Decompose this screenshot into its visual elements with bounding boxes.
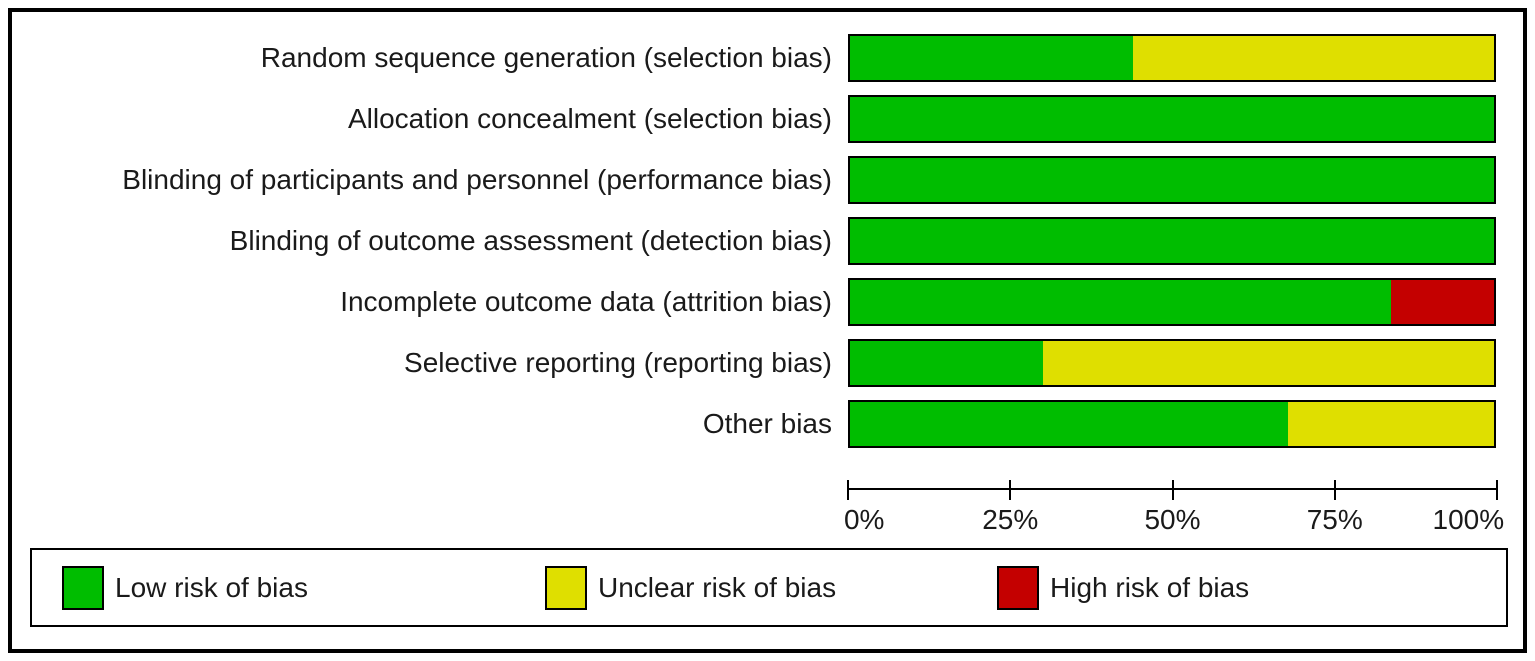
legend-label: High risk of bias bbox=[1050, 571, 1250, 603]
bar-segment-high-risk-of-bias bbox=[1390, 280, 1494, 324]
row-label: Allocation concealment (selection bias) bbox=[347, 102, 832, 134]
axis-tick bbox=[1171, 480, 1174, 500]
axis-tick bbox=[1496, 480, 1498, 500]
legend-swatch-icon bbox=[62, 565, 104, 610]
bar-segment-unclear-risk-of-bias bbox=[1133, 36, 1494, 80]
legend-label: Unclear risk of bias bbox=[598, 571, 837, 603]
row-label: Random sequence generation (selection bi… bbox=[260, 41, 832, 73]
stacked-bar bbox=[848, 217, 1496, 265]
row-label: Blinding of outcome assessment (detectio… bbox=[229, 224, 832, 256]
legend: Low risk of bias Unclear risk of bias High… bbox=[30, 548, 1508, 627]
bar-row: Allocation concealment (selection bias) bbox=[12, 95, 1523, 143]
bar-row: Selective reporting (reporting bias) bbox=[12, 339, 1523, 387]
bar-segment-low-risk-of-bias bbox=[850, 219, 1494, 263]
stacked-bar bbox=[848, 34, 1496, 82]
axis-tick-label: 50% bbox=[1144, 504, 1201, 535]
bar-segment-low-risk-of-bias bbox=[850, 341, 1044, 385]
x-axis: 0% 25% 50% 75% 100% bbox=[844, 480, 1504, 544]
axis-tick-label: 75% bbox=[1306, 504, 1363, 535]
stacked-bar bbox=[848, 278, 1496, 326]
row-label: Incomplete outcome data (attrition bias) bbox=[340, 285, 832, 317]
bar-row: Random sequence generation (selection bi… bbox=[12, 34, 1523, 82]
axis-tick-label: 25% bbox=[982, 504, 1039, 535]
stacked-bar bbox=[848, 400, 1496, 448]
row-label: Selective reporting (reporting bias) bbox=[404, 346, 832, 378]
stacked-bar bbox=[848, 95, 1496, 143]
bar-row: Blinding of participants and personnel (… bbox=[12, 156, 1523, 204]
axis-tick bbox=[1009, 480, 1012, 500]
axis-tick bbox=[1333, 480, 1336, 500]
bar-segment-low-risk-of-bias bbox=[850, 36, 1134, 80]
risk-of-bias-figure: Random sequence generation (selection bi… bbox=[8, 8, 1527, 653]
bar-segment-unclear-risk-of-bias bbox=[1287, 402, 1494, 446]
bar-segment-low-risk-of-bias bbox=[850, 158, 1494, 202]
bar-segment-low-risk-of-bias bbox=[850, 402, 1288, 446]
bar-rows: Random sequence generation (selection bi… bbox=[12, 34, 1523, 461]
bar-segment-unclear-risk-of-bias bbox=[1043, 341, 1494, 385]
bar-row: Blinding of outcome assessment (detectio… bbox=[12, 217, 1523, 265]
row-label: Other bias bbox=[702, 407, 832, 439]
stacked-bar bbox=[848, 339, 1496, 387]
axis-tick-label: 0% bbox=[843, 504, 885, 535]
legend-item-low-risk-of-bias: Low risk of bias bbox=[62, 550, 308, 625]
row-label: Blinding of participants and personnel (… bbox=[122, 163, 832, 195]
bar-segment-low-risk-of-bias bbox=[850, 97, 1494, 141]
legend-swatch-icon bbox=[997, 565, 1039, 610]
stacked-bar bbox=[848, 156, 1496, 204]
legend-item-unclear-risk-of-bias: Unclear risk of bias bbox=[545, 550, 836, 625]
bar-segment-low-risk-of-bias bbox=[850, 280, 1391, 324]
legend-item-high-risk-of-bias: High risk of bias bbox=[997, 550, 1249, 625]
axis-tick-label: 100% bbox=[1432, 504, 1505, 535]
axis-tick bbox=[847, 480, 849, 500]
legend-label: Low risk of bias bbox=[115, 571, 308, 603]
bar-row: Other bias bbox=[12, 400, 1523, 448]
bar-row: Incomplete outcome data (attrition bias) bbox=[12, 278, 1523, 326]
legend-swatch-icon bbox=[545, 565, 587, 610]
